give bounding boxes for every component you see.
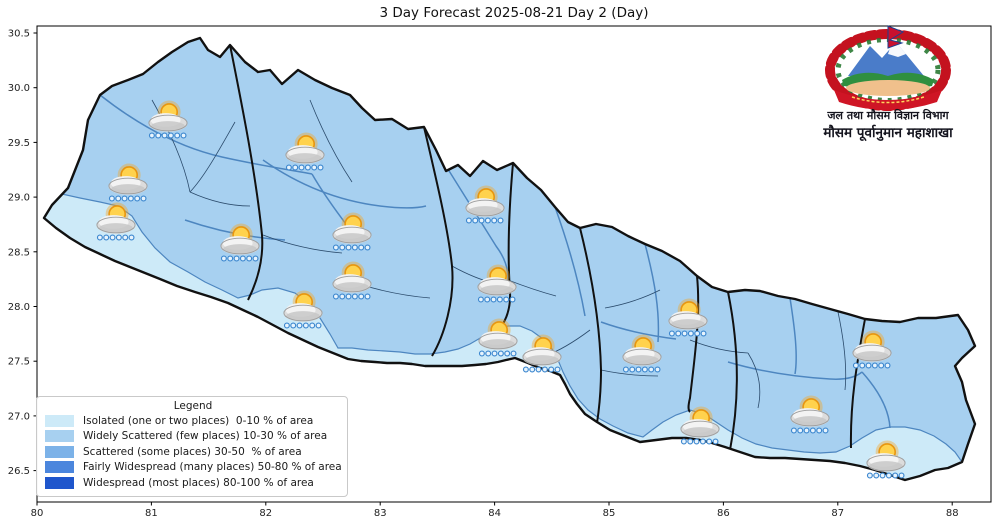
legend-label: Scattered (some places) 30-50 % of area xyxy=(83,445,302,458)
nepal-emblem-icon xyxy=(825,25,951,111)
legend-item-widespread: Widespread (most places) 80-100 % of are… xyxy=(45,475,341,491)
x-tick-label: 88 xyxy=(946,508,959,519)
x-tick-label: 80 xyxy=(31,508,44,519)
y-tick-label: 28.5 xyxy=(8,247,30,258)
y-tick-label: 27.5 xyxy=(8,357,30,368)
x-tick-label: 84 xyxy=(488,508,501,519)
legend-item-fairly-widespread: Fairly Widespread (many places) 50-80 % … xyxy=(45,460,342,476)
logo-text-division: मौसम पूर्वानुमान महाशाखा xyxy=(822,124,953,142)
legend: Legend Isolated (one or two places) 0-10… xyxy=(36,396,348,497)
district-boundaries-thin xyxy=(151,99,847,409)
x-tick-label: 82 xyxy=(259,508,272,519)
y-tick-label: 29.0 xyxy=(8,193,30,204)
y-tick-label: 26.5 xyxy=(8,466,30,477)
axes-frame xyxy=(36,25,992,503)
y-axis: 30.5 30.0 29.5 29.0 28.5 28.0 27.5 27.0 … xyxy=(8,29,37,477)
logo-text-department: जल तथा मौसम विज्ञान विभाग xyxy=(826,108,949,122)
y-tick-label: 30.0 xyxy=(8,83,30,94)
y-tick-label: 30.5 xyxy=(8,29,30,40)
x-tick-label: 81 xyxy=(145,508,158,519)
y-tick-label: 29.5 xyxy=(8,138,30,149)
legend-label: Fairly Widespread (many places) 50-80 % … xyxy=(83,461,342,474)
page-title: 3 Day Forecast 2025-08-21 Day 2 (Day) xyxy=(379,5,649,21)
legend-item-widely-scattered: Widely Scattered (few places) 10-30 % of… xyxy=(45,429,341,445)
x-tick-label: 86 xyxy=(717,508,730,519)
x-tick-marks xyxy=(36,502,953,506)
legend-swatch-widely-scattered-icon xyxy=(45,430,74,443)
y-tick-label: 28.0 xyxy=(8,302,30,313)
x-tick-label: 87 xyxy=(831,508,844,519)
legend-swatch-isolated-icon xyxy=(45,414,74,427)
x-tick-label: 83 xyxy=(374,508,387,519)
legend-swatch-widespread-icon xyxy=(45,476,74,489)
legend-title: Legend xyxy=(173,400,213,412)
y-tick-label: 27.0 xyxy=(8,411,30,422)
dhm-logo: जल तथा मौसम विज्ञान विभाग मौसम पूर्वानुम… xyxy=(822,25,953,142)
x-tick-label: 85 xyxy=(603,508,616,519)
legend-swatch-fairly-widespread-icon xyxy=(45,461,74,474)
x-axis: 80 81 82 83 84 85 86 87 88 xyxy=(31,502,959,519)
legend-label: Widespread (most places) 80-100 % of are… xyxy=(83,476,314,489)
legend-label: Widely Scattered (few places) 10-30 % of… xyxy=(83,430,328,443)
legend-label: Isolated (one or two places) 0-10 % of a… xyxy=(83,414,314,427)
legend-swatch-scattered-icon xyxy=(45,445,74,458)
legend-item-scattered: Scattered (some places) 30-50 % of area xyxy=(45,444,341,460)
legend-item-isolated: Isolated (one or two places) 0-10 % of a… xyxy=(45,413,341,429)
